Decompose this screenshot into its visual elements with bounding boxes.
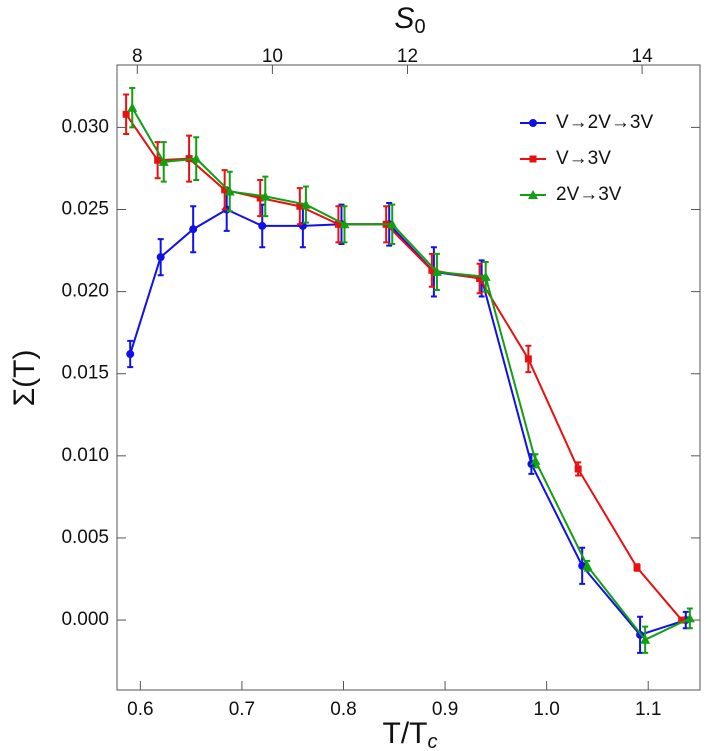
x2-axis-title: S0 bbox=[394, 2, 425, 38]
point bbox=[296, 202, 304, 210]
x-tick-label: 0.9 bbox=[432, 699, 458, 720]
x2-tick-label: 12 bbox=[397, 46, 418, 67]
point bbox=[678, 616, 686, 624]
plot-frame bbox=[116, 64, 701, 691]
point bbox=[221, 186, 229, 194]
point bbox=[428, 266, 436, 274]
x-axis-title: T/Tc bbox=[383, 717, 438, 751]
point bbox=[334, 220, 342, 228]
point bbox=[524, 355, 532, 363]
legend-label: V→2V→3V bbox=[556, 112, 653, 133]
x2-tick-label: 14 bbox=[632, 46, 654, 67]
point bbox=[530, 455, 541, 465]
x2-tick-label: 10 bbox=[262, 46, 283, 67]
point bbox=[684, 613, 695, 623]
y-tick-label: 0.000 bbox=[61, 609, 109, 630]
point bbox=[582, 560, 593, 570]
x-tick-label: 1.1 bbox=[635, 699, 661, 720]
point bbox=[300, 199, 311, 209]
x-title-sub: c bbox=[428, 731, 438, 751]
point bbox=[127, 102, 138, 112]
x2-title-sub: 0 bbox=[414, 16, 425, 38]
x2-title-main: S bbox=[394, 2, 414, 35]
x-title-main: T/T bbox=[383, 717, 428, 750]
point bbox=[339, 219, 350, 229]
point bbox=[154, 156, 162, 164]
point bbox=[158, 156, 169, 166]
y-tick-label: 0.015 bbox=[61, 363, 109, 384]
point bbox=[224, 186, 235, 196]
y-axis-title: Σ(T) bbox=[8, 350, 41, 407]
x-tick-label: 0.6 bbox=[127, 699, 153, 720]
point bbox=[191, 153, 202, 163]
legend-marker bbox=[529, 155, 537, 163]
y-tick-label: 0.010 bbox=[61, 445, 109, 466]
point bbox=[640, 634, 651, 644]
point bbox=[476, 274, 484, 282]
point bbox=[189, 225, 198, 234]
point bbox=[122, 110, 130, 118]
point bbox=[256, 194, 264, 202]
point bbox=[156, 253, 165, 262]
x-tick-label: 0.7 bbox=[229, 699, 255, 720]
point bbox=[387, 219, 398, 229]
legend-label: 2V→3V bbox=[556, 184, 622, 205]
series-line bbox=[131, 107, 691, 641]
point bbox=[574, 465, 582, 473]
point bbox=[480, 271, 491, 281]
point bbox=[431, 266, 442, 276]
point bbox=[260, 191, 271, 201]
legend-marker bbox=[528, 190, 538, 199]
series-line bbox=[129, 208, 687, 636]
legend-marker bbox=[529, 119, 537, 127]
point bbox=[633, 563, 641, 571]
point bbox=[126, 350, 135, 359]
y-tick-label: 0.030 bbox=[61, 116, 109, 137]
point bbox=[258, 221, 267, 230]
x-tick-label: 1.0 bbox=[533, 699, 559, 720]
y-tick-label: 0.020 bbox=[61, 281, 109, 302]
x2-tick-label: 8 bbox=[132, 46, 143, 67]
x-tick-label: 0.8 bbox=[330, 699, 356, 720]
legend-label: V→3V bbox=[556, 148, 611, 169]
y-tick-label: 0.025 bbox=[61, 199, 109, 220]
y-tick-label: 0.005 bbox=[61, 527, 109, 548]
